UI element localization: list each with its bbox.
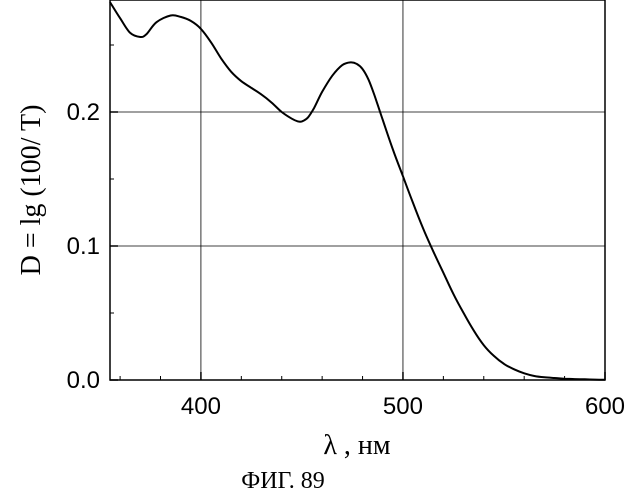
x-tick-label: 500 bbox=[383, 393, 423, 420]
spectrum-line bbox=[110, 2, 605, 380]
x-axis-label: λ , нм bbox=[323, 430, 391, 461]
grid-lines bbox=[110, 0, 605, 380]
plot-frame bbox=[110, 0, 605, 380]
y-axis-label: D = lg (100/ T) bbox=[16, 105, 47, 276]
y-tick-label: 0.1 bbox=[67, 233, 100, 260]
x-tick-label: 400 bbox=[181, 393, 221, 420]
x-axis: 400 500 600 bbox=[120, 372, 625, 420]
y-tick-label: 0.2 bbox=[67, 99, 100, 126]
x-tick-label: 600 bbox=[585, 393, 625, 420]
y-tick-label: 0.0 bbox=[67, 367, 100, 394]
figure-caption: ФИГ. 89 bbox=[241, 468, 324, 494]
